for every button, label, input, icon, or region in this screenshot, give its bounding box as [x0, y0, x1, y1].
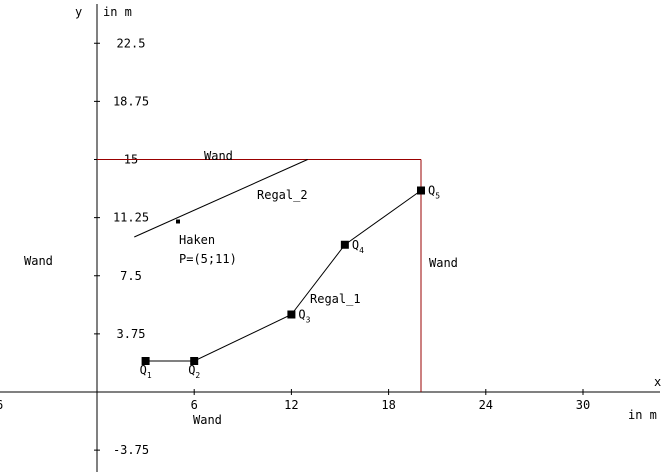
y-tick-label: -3.75: [113, 443, 149, 457]
q-point-label: Q1: [140, 363, 152, 380]
haken-coord-label: P=(5;11): [179, 252, 237, 266]
q-point-label: Q4: [352, 238, 364, 255]
x-left-tick-label: 6: [0, 398, 3, 412]
x-tick-label: 12: [284, 398, 298, 412]
x-ticks: 6 12 18 24 30: [191, 389, 590, 412]
haken-label: Haken: [179, 233, 215, 247]
regal-1-label: Regal_1: [310, 292, 361, 306]
y-axis-label: y: [75, 5, 82, 19]
y-axis-unit: in m: [103, 5, 132, 19]
q-point-marker: [287, 310, 296, 319]
q-point-marker: [190, 357, 199, 365]
y-tick-label: 22.5: [117, 36, 146, 50]
q-point-marker: [417, 186, 425, 195]
q-point-label: Q2: [188, 363, 200, 380]
y-tick-label: 18.75: [113, 94, 149, 108]
q-point-label: Q3: [298, 308, 310, 325]
x-tick-label: 6: [191, 398, 198, 412]
wall-label-top: Wand: [204, 149, 233, 163]
x-tick-label: 24: [479, 398, 493, 412]
haken-point: [176, 219, 180, 224]
regal-2-line: [134, 159, 308, 238]
regal-1-line: [145, 190, 422, 362]
wall-label-bottom: Wand: [193, 413, 222, 427]
regal-2-label: Regal_2: [257, 188, 308, 202]
x-tick-label: 30: [576, 398, 590, 412]
x-axis-unit: in m: [628, 408, 657, 422]
regal-1-points: Q1 Q2 Q3 Q4 Q5: [140, 184, 441, 381]
wall-label-right: Wand: [429, 256, 458, 270]
x-tick-label: 18: [381, 398, 395, 412]
y-tick-label: 3.75: [117, 327, 146, 341]
q-point-label: Q5: [428, 184, 440, 201]
x-axis-label: x: [654, 375, 661, 389]
wall-label-left: Wand: [24, 254, 53, 268]
q-point-marker: [340, 240, 349, 249]
q-point-marker: [141, 357, 150, 365]
y-tick-label: 11.25: [113, 211, 149, 225]
y-tick-label: 7.5: [120, 269, 142, 283]
